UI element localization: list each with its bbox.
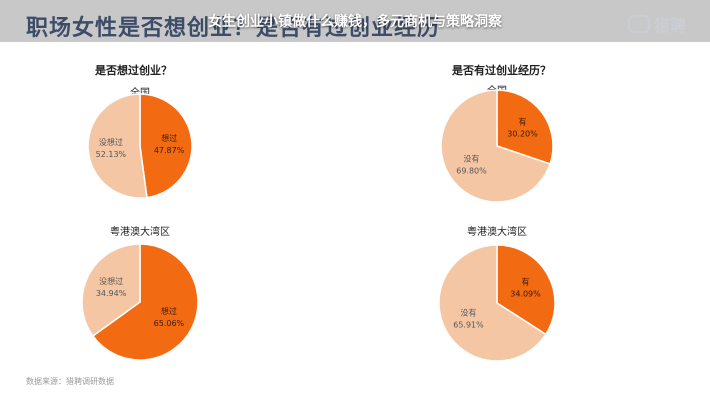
slice-label: 没想过 — [99, 137, 123, 147]
slice-value: 34.09% — [510, 289, 541, 298]
brand-logo: ··· 猎聘 — [628, 12, 686, 36]
slice-value: 34.94% — [96, 289, 127, 298]
pie-title: 粤港澳大湾区 — [467, 225, 527, 238]
overlay-title: 女生创业小镇做什么赚钱，多元商机与策略洞察 — [208, 14, 502, 30]
logo-text: 猎聘 — [654, 16, 687, 35]
slice-label: 想过 — [161, 133, 177, 143]
pie-slice-highlight — [496, 89, 554, 165]
slice-label: 有 — [519, 117, 527, 127]
slice-label: 没想过 — [99, 276, 123, 286]
pie-slice-base — [87, 93, 148, 199]
overlay-banner — [0, 0, 710, 42]
slice-label: 没有 — [461, 308, 477, 318]
pie-title: 粤港澳大湾区 — [110, 225, 170, 238]
slice-value: 52.13% — [96, 150, 127, 159]
pie-slice-base — [81, 243, 141, 337]
slice-value: 65.91% — [453, 321, 484, 330]
slice-label: 想过 — [161, 306, 177, 316]
pie-slice-base — [440, 89, 551, 203]
pie-slice-highlight — [139, 93, 193, 199]
question-left: 是否想过创业？ — [95, 64, 172, 77]
chat-bubble-icon: ··· — [628, 15, 650, 33]
slice-value: 30.20% — [507, 130, 538, 139]
question-right: 是否有过创业经历？ — [452, 64, 551, 77]
slice-label: 有 — [522, 276, 530, 286]
pie-slice-highlight — [91, 243, 199, 361]
pie-slice-base — [438, 244, 547, 362]
background-title: 职场女性是否想创业？是否有过创业经历 — [26, 16, 441, 41]
slice-value: 69.80% — [456, 166, 487, 175]
slice-label: 没有 — [464, 153, 480, 163]
data-source: 数据来源：猎聘调研数据 — [26, 377, 114, 386]
slice-value: 47.87% — [154, 146, 185, 155]
slice-value: 65.06% — [154, 319, 185, 328]
